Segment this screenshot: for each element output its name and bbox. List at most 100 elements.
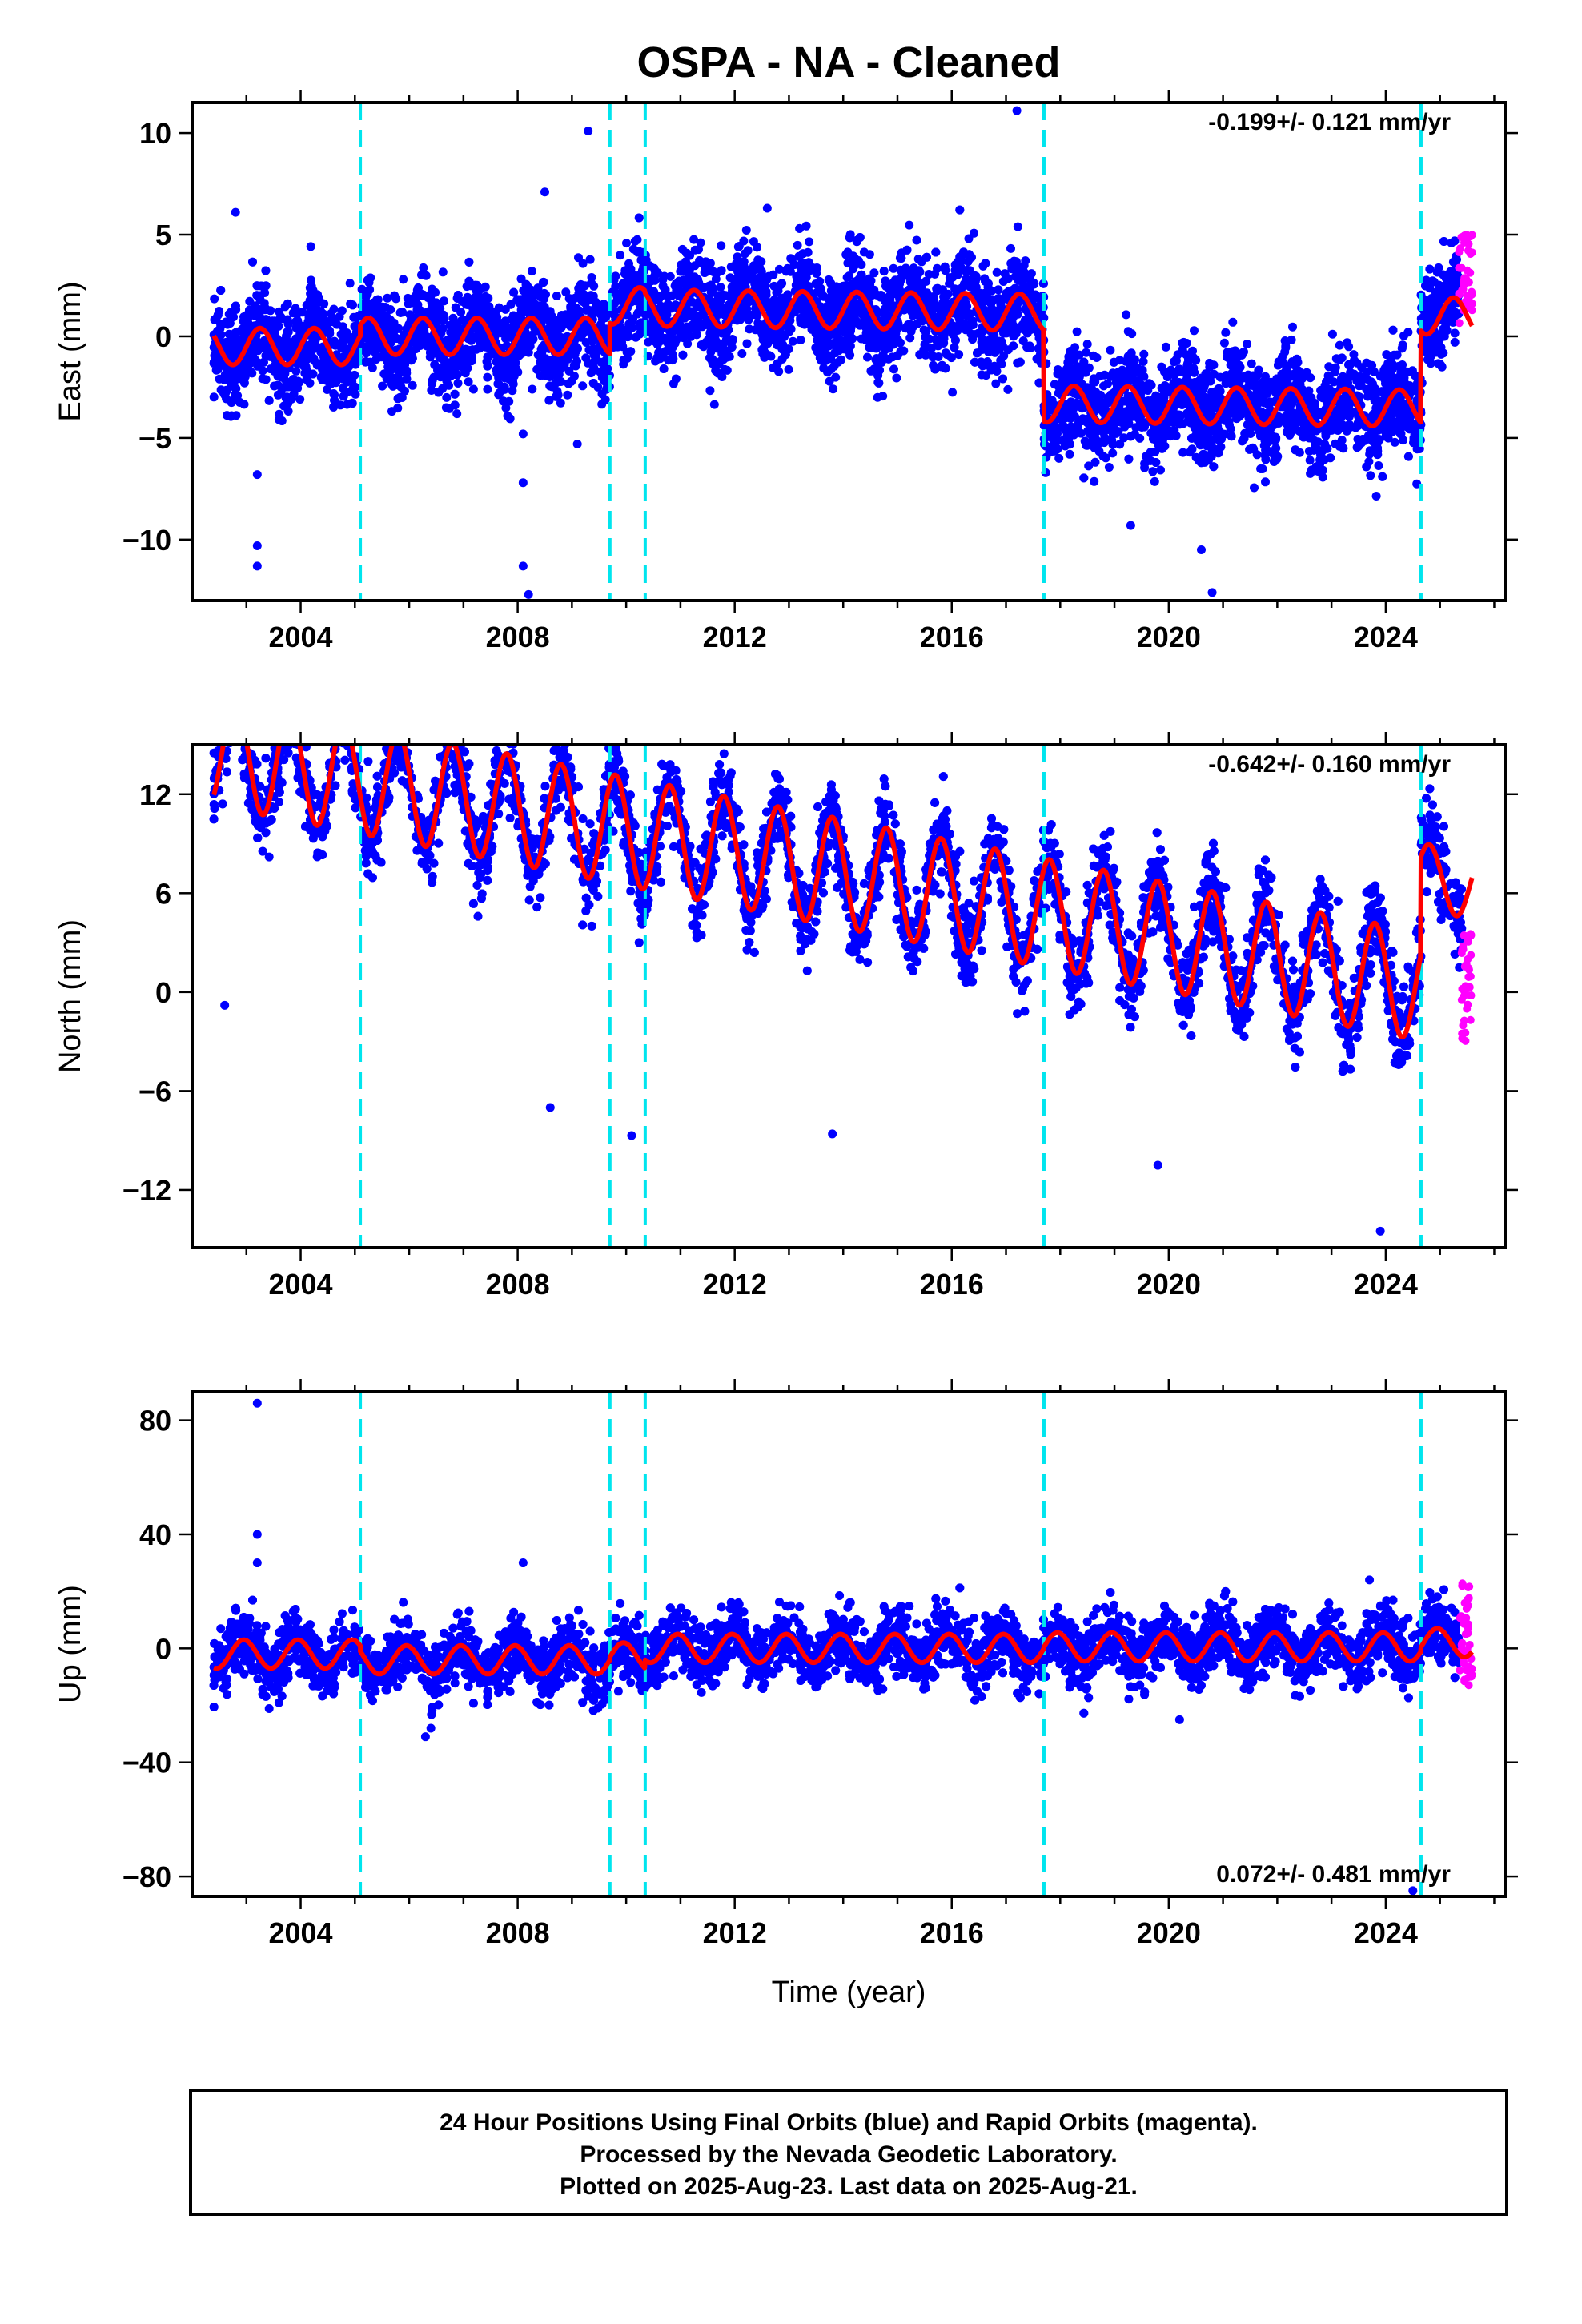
data-point <box>408 380 417 390</box>
data-point <box>483 372 492 382</box>
data-point <box>665 271 675 281</box>
chart-title: OSPA - NA - Cleaned <box>636 38 1060 86</box>
data-point <box>1239 347 1248 356</box>
data-point <box>378 381 387 391</box>
data-point <box>1269 457 1279 466</box>
data-point <box>1261 477 1270 487</box>
data-point <box>501 403 511 412</box>
data-point <box>209 392 219 402</box>
data-point <box>1090 377 1100 387</box>
east-plot-area <box>209 103 1476 601</box>
data-point <box>1371 492 1381 501</box>
data-point <box>905 220 914 230</box>
data-point <box>1178 448 1188 457</box>
data-point <box>1250 483 1259 493</box>
data-point <box>1221 328 1231 337</box>
data-point <box>1390 437 1399 447</box>
data-point <box>316 307 326 316</box>
data-point <box>561 287 571 297</box>
data-point <box>1327 329 1337 339</box>
data-point <box>483 361 492 371</box>
data-point <box>399 275 408 284</box>
data-point <box>468 384 478 394</box>
data-point <box>527 267 536 276</box>
data-point <box>805 237 814 247</box>
data-point <box>869 268 879 278</box>
data-point <box>1305 456 1315 465</box>
data-point <box>829 384 838 394</box>
data-point <box>464 377 473 387</box>
data-point <box>329 304 339 314</box>
data-point <box>223 411 231 420</box>
data-point <box>1224 354 1234 364</box>
data-point <box>1082 348 1091 357</box>
data-point <box>306 242 315 251</box>
data-point <box>717 372 727 381</box>
data-point <box>1331 354 1341 364</box>
data-point <box>896 347 905 356</box>
data-point <box>999 351 1009 360</box>
data-point <box>788 336 797 346</box>
data-point <box>1243 340 1252 348</box>
data-point <box>1374 461 1383 470</box>
data-point <box>1090 457 1100 467</box>
data-point <box>1127 329 1137 339</box>
data-point <box>1006 243 1015 253</box>
data-point <box>997 336 1006 346</box>
data-point <box>1228 317 1238 327</box>
data-point <box>319 299 329 308</box>
data-point <box>580 281 590 291</box>
data-point <box>1103 379 1112 388</box>
data-point <box>741 226 751 235</box>
data-point <box>913 255 923 263</box>
data-point <box>954 350 964 360</box>
data-point <box>1412 479 1422 489</box>
data-point <box>335 400 345 410</box>
data-point <box>1013 222 1022 231</box>
data-point <box>1003 384 1013 394</box>
data-point <box>998 277 1008 286</box>
data-point <box>1050 380 1059 389</box>
data-point <box>1337 374 1346 384</box>
data-point <box>1106 345 1115 355</box>
data-point <box>1318 472 1327 482</box>
data-point <box>948 388 958 397</box>
data-point <box>347 398 357 408</box>
data-point <box>831 372 841 382</box>
data-point <box>905 333 915 343</box>
data-point <box>1065 449 1074 459</box>
data-point <box>773 287 782 296</box>
data-point <box>1161 342 1170 352</box>
data-point <box>622 239 631 248</box>
data-point <box>283 315 292 324</box>
data-point <box>589 281 599 291</box>
data-point <box>892 373 901 383</box>
data-point <box>737 349 747 358</box>
data-point <box>1156 465 1165 475</box>
data-point <box>616 251 625 260</box>
data-point <box>933 263 942 273</box>
data-point <box>578 381 588 391</box>
data-point <box>1324 362 1334 372</box>
data-point <box>261 375 271 384</box>
data-point <box>438 267 448 277</box>
data-point <box>823 368 833 377</box>
data-point <box>889 263 898 273</box>
data-point <box>1450 337 1460 347</box>
data-point <box>483 384 492 394</box>
data-point <box>552 292 561 300</box>
data-point <box>863 352 872 362</box>
data-point <box>1231 348 1241 357</box>
data-point <box>1126 432 1135 441</box>
data-point <box>1150 476 1159 486</box>
data-point <box>1306 468 1315 478</box>
data-point <box>1258 464 1267 473</box>
data-point <box>442 392 452 402</box>
data-point <box>705 386 715 396</box>
data-point <box>717 241 726 251</box>
data-point <box>1282 428 1291 436</box>
data-point <box>784 364 793 374</box>
data-point <box>1403 328 1413 337</box>
